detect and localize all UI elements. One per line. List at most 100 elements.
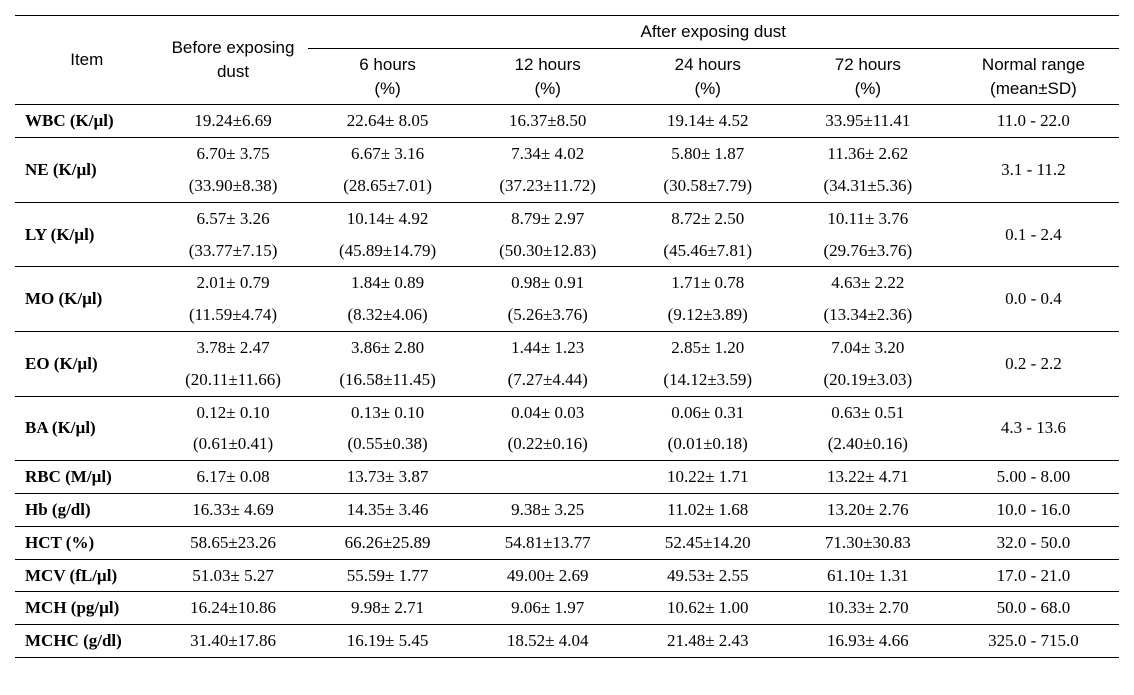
table-row: Hb (g/dl) 16.33± 4.69 14.35± 3.46 9.38± … <box>15 493 1119 526</box>
cell: 51.03± 5.27 <box>159 559 308 592</box>
cell: 7.34± 4.02 <box>468 138 628 170</box>
cell: 19.24±6.69 <box>159 105 308 138</box>
table-row: MO (K/µl) 2.01± 0.79 1.84± 0.89 0.98± 0.… <box>15 267 1119 299</box>
cell: (2.40±0.16) <box>788 428 948 460</box>
row-label-mcv: MCV (fL/µl) <box>15 559 159 592</box>
cell: (14.12±3.59) <box>628 364 788 396</box>
cell: 11.02± 1.68 <box>628 493 788 526</box>
cell: 10.33± 2.70 <box>788 592 948 625</box>
cell: 9.38± 3.25 <box>468 493 628 526</box>
cell: 16.24±10.86 <box>159 592 308 625</box>
cell: 6.67± 3.16 <box>308 138 468 170</box>
row-label-hct: HCT (%) <box>15 526 159 559</box>
cell: 19.14± 4.52 <box>628 105 788 138</box>
cell: 2.01± 0.79 <box>159 267 308 299</box>
table-row: WBC (K/µl) 19.24±6.69 22.64± 8.05 16.37±… <box>15 105 1119 138</box>
table-row: RBC (M/µl) 6.17± 0.08 13.73± 3.87 10.22±… <box>15 461 1119 494</box>
cell: (20.11±11.66) <box>159 364 308 396</box>
cell: 10.22± 1.71 <box>628 461 788 494</box>
row-label-ne: NE (K/µl) <box>15 138 159 203</box>
row-label-mo: MO (K/µl) <box>15 267 159 332</box>
row-label-wbc: WBC (K/µl) <box>15 105 159 138</box>
cell: 0.98± 0.91 <box>468 267 628 299</box>
cell: 16.93± 4.66 <box>788 625 948 658</box>
cell: 0.0 - 0.4 <box>948 267 1119 332</box>
cell: 21.48± 2.43 <box>628 625 788 658</box>
cell: 31.40±17.86 <box>159 625 308 658</box>
table-row: LY (K/µl) 6.57± 3.26 10.14± 4.92 8.79± 2… <box>15 202 1119 234</box>
table-row: EO (K/µl) 3.78± 2.47 3.86± 2.80 1.44± 1.… <box>15 331 1119 363</box>
cell: 71.30±30.83 <box>788 526 948 559</box>
cell: 4.3 - 13.6 <box>948 396 1119 461</box>
cell: (33.77±7.15) <box>159 235 308 267</box>
table-row: MCV (fL/µl) 51.03± 5.27 55.59± 1.77 49.0… <box>15 559 1119 592</box>
row-label-hb: Hb (g/dl) <box>15 493 159 526</box>
cell: 5.00 - 8.00 <box>948 461 1119 494</box>
header-after-group: After exposing dust <box>308 16 1119 49</box>
cell: 6.57± 3.26 <box>159 202 308 234</box>
cell: (0.61±0.41) <box>159 428 308 460</box>
row-label-mchc: MCHC (g/dl) <box>15 625 159 658</box>
cell: 5.80± 1.87 <box>628 138 788 170</box>
cell: 50.0 - 68.0 <box>948 592 1119 625</box>
cell: 11.36± 2.62 <box>788 138 948 170</box>
cell: 2.85± 1.20 <box>628 331 788 363</box>
cell: (0.22±0.16) <box>468 428 628 460</box>
cell: 3.86± 2.80 <box>308 331 468 363</box>
cell: (45.89±14.79) <box>308 235 468 267</box>
cell: (50.30±12.83) <box>468 235 628 267</box>
cell: (34.31±5.36) <box>788 170 948 202</box>
cell: 13.20± 2.76 <box>788 493 948 526</box>
cell: 1.84± 0.89 <box>308 267 468 299</box>
cell: 325.0 - 715.0 <box>948 625 1119 658</box>
table-row: MCHC (g/dl) 31.40±17.86 16.19± 5.45 18.5… <box>15 625 1119 658</box>
cell: 16.33± 4.69 <box>159 493 308 526</box>
row-label-eo: EO (K/µl) <box>15 331 159 396</box>
cell: 13.73± 3.87 <box>308 461 468 494</box>
header-before: Before exposing dust <box>159 16 308 105</box>
cell: 55.59± 1.77 <box>308 559 468 592</box>
cell: (8.32±4.06) <box>308 299 468 331</box>
cell: 0.63± 0.51 <box>788 396 948 428</box>
cell: (33.90±8.38) <box>159 170 308 202</box>
cell: 11.0 - 22.0 <box>948 105 1119 138</box>
cell: 0.04± 0.03 <box>468 396 628 428</box>
cell: 1.71± 0.78 <box>628 267 788 299</box>
cell: 8.79± 2.97 <box>468 202 628 234</box>
row-label-ba: BA (K/µl) <box>15 396 159 461</box>
cell: 49.00± 2.69 <box>468 559 628 592</box>
cell: 61.10± 1.31 <box>788 559 948 592</box>
cell: 16.19± 5.45 <box>308 625 468 658</box>
cell: (7.27±4.44) <box>468 364 628 396</box>
header-normal: Normal range(mean±SD) <box>948 48 1119 105</box>
table-row: MCH (pg/µl) 16.24±10.86 9.98± 2.71 9.06±… <box>15 592 1119 625</box>
cell: 66.26±25.89 <box>308 526 468 559</box>
header-24h: 24 hours(%) <box>628 48 788 105</box>
cell: (13.34±2.36) <box>788 299 948 331</box>
table-row: BA (K/µl) 0.12± 0.10 0.13± 0.10 0.04± 0.… <box>15 396 1119 428</box>
header-item: Item <box>15 16 159 105</box>
cell: (11.59±4.74) <box>159 299 308 331</box>
cell: 33.95±11.41 <box>788 105 948 138</box>
cell: 0.13± 0.10 <box>308 396 468 428</box>
cell: 4.63± 2.22 <box>788 267 948 299</box>
blood-parameters-table: Item Before exposing dust After exposing… <box>15 15 1119 658</box>
table-row: HCT (%) 58.65±23.26 66.26±25.89 54.81±13… <box>15 526 1119 559</box>
cell: 6.17± 0.08 <box>159 461 308 494</box>
cell: 0.06± 0.31 <box>628 396 788 428</box>
table-row: NE (K/µl) 6.70± 3.75 6.67± 3.16 7.34± 4.… <box>15 138 1119 170</box>
cell: 9.06± 1.97 <box>468 592 628 625</box>
cell: 10.14± 4.92 <box>308 202 468 234</box>
cell: 10.0 - 16.0 <box>948 493 1119 526</box>
cell: 16.37±8.50 <box>468 105 628 138</box>
cell: (28.65±7.01) <box>308 170 468 202</box>
cell: 0.1 - 2.4 <box>948 202 1119 267</box>
cell: (16.58±11.45) <box>308 364 468 396</box>
cell: 0.12± 0.10 <box>159 396 308 428</box>
cell: 10.62± 1.00 <box>628 592 788 625</box>
cell: (20.19±3.03) <box>788 364 948 396</box>
cell: (29.76±3.76) <box>788 235 948 267</box>
cell: (37.23±11.72) <box>468 170 628 202</box>
cell: (5.26±3.76) <box>468 299 628 331</box>
header-12h: 12 hours(%) <box>468 48 628 105</box>
